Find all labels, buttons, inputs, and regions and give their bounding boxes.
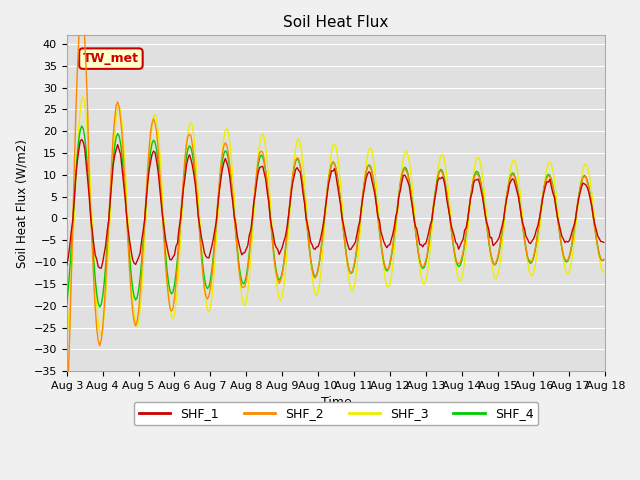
- X-axis label: Time: Time: [321, 396, 351, 409]
- Text: TW_met: TW_met: [83, 52, 139, 65]
- Legend: SHF_1, SHF_2, SHF_3, SHF_4: SHF_1, SHF_2, SHF_3, SHF_4: [134, 402, 538, 425]
- Y-axis label: Soil Heat Flux (W/m2): Soil Heat Flux (W/m2): [15, 139, 28, 268]
- Title: Soil Heat Flux: Soil Heat Flux: [284, 15, 388, 30]
